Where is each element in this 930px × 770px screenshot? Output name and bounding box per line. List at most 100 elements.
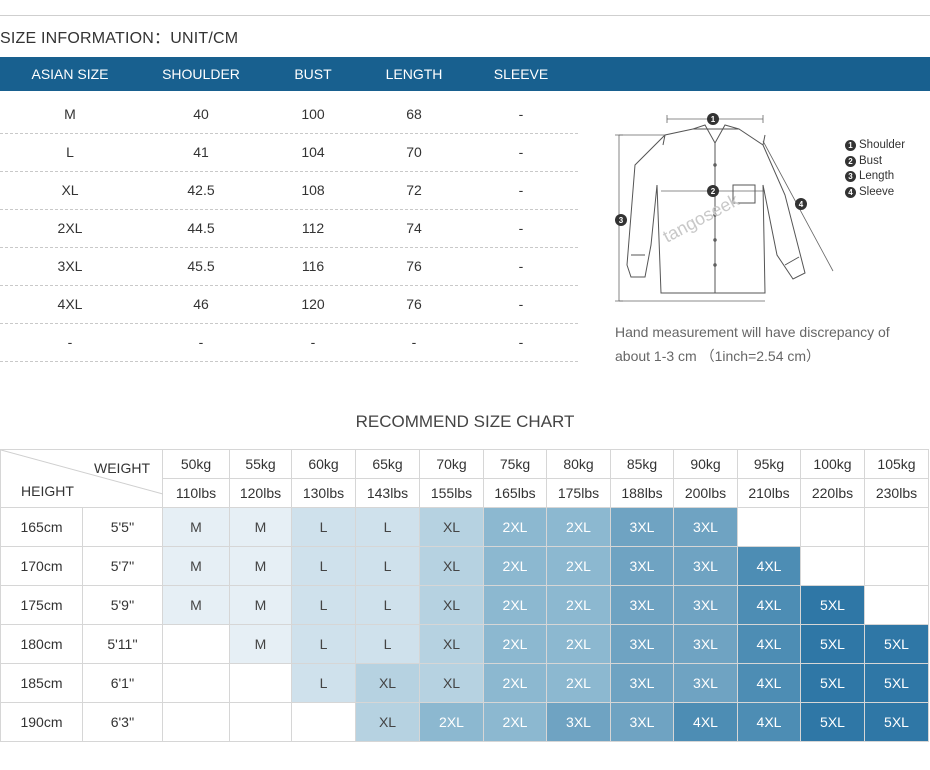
size-cell: L <box>291 585 356 625</box>
size-cell: 3XL <box>610 624 674 664</box>
weight-kg-header: 80kg <box>546 449 611 479</box>
size-cell-length: - <box>411 334 417 350</box>
size-chart-row: 170cm 5'7'' M M L L XL 2XL 2XL 3XL 3XL 4XL <box>0 546 929 586</box>
height-ft: 5'7'' <box>82 546 163 586</box>
size-cell: 5XL <box>800 585 865 625</box>
size-cell-bust: 120 <box>301 296 325 312</box>
size-cell-size: 4XL <box>57 296 83 312</box>
recommend-size-table: WEIGHT HEIGHT 50kg 55kg 60kg 65kg 70kg 75kg 80kg… <box>0 449 929 742</box>
size-cell: 4XL <box>737 546 801 586</box>
size-cell: 5XL <box>864 663 929 703</box>
size-info-title: SIZE INFORMATION：UNIT/CM <box>0 30 239 47</box>
size-cell <box>864 546 929 586</box>
size-cell: XL <box>419 546 484 586</box>
height-ft: 6'1'' <box>82 663 163 703</box>
size-cell-shoulder: - <box>198 334 204 350</box>
weight-lbs-header: 143lbs <box>355 478 420 508</box>
size-cell: 2XL <box>546 507 611 547</box>
size-cell-bust: 116 <box>301 258 325 274</box>
size-row: M 40 100 68 - <box>0 95 578 134</box>
size-cell: 5XL <box>864 702 929 742</box>
size-cell-sleeve: - <box>518 258 524 274</box>
size-cell-length: 68 <box>406 106 422 122</box>
size-cell: 3XL <box>673 507 738 547</box>
header-asian-size: ASIAN SIZE <box>31 66 109 82</box>
size-cell: 4XL <box>737 702 801 742</box>
size-cell-size: 2XL <box>57 220 83 236</box>
size-cell: 5XL <box>800 702 865 742</box>
legend-num-1: 1 <box>845 140 856 152</box>
legend-num-2: 2 <box>845 155 856 167</box>
size-cell: 3XL <box>610 702 674 742</box>
size-cell: 4XL <box>737 585 801 625</box>
size-row: 4XL 46 120 76 - <box>0 285 578 324</box>
size-cell: 3XL <box>610 585 674 625</box>
size-cell-length: 70 <box>406 144 422 160</box>
size-cell: XL <box>419 585 484 625</box>
size-cell-shoulder: 45.5 <box>187 258 215 274</box>
top-divider <box>0 15 930 16</box>
header-length: LENGTH <box>385 66 443 82</box>
weight-lbs-header: 130lbs <box>291 478 356 508</box>
size-cell-shoulder: 41 <box>193 144 209 160</box>
weight-lbs-header: 210lbs <box>737 478 801 508</box>
legend-shoulder: Shoulder <box>859 139 906 151</box>
header-shoulder: SHOULDER <box>162 66 240 82</box>
size-cell-length: 76 <box>406 296 422 312</box>
header-sleeve: SLEEVE <box>493 66 549 82</box>
size-row: 3XL 45.5 116 76 - <box>0 247 578 286</box>
weight-label: WEIGHT <box>94 460 150 476</box>
marker-1: 1 <box>711 115 716 124</box>
size-cell <box>864 507 929 547</box>
weight-kg-header: 100kg <box>800 449 865 479</box>
height-cm: 185cm <box>0 663 83 703</box>
size-cell-size: M <box>64 106 76 122</box>
size-cell: M <box>229 624 292 664</box>
height-cm: 180cm <box>0 624 83 664</box>
height-label: HEIGHT <box>21 483 74 499</box>
size-cell-bust: 104 <box>301 144 325 160</box>
size-cell: 2XL <box>483 546 547 586</box>
size-cell: 4XL <box>673 702 738 742</box>
size-cell-size: XL <box>61 182 79 198</box>
size-cell: 5XL <box>864 624 929 664</box>
measurement-note: Hand measurement will have discrepancy o… <box>615 324 890 364</box>
weight-kg-header: 95kg <box>737 449 801 479</box>
size-cell: 3XL <box>673 585 738 625</box>
size-cell-sleeve: - <box>518 106 524 122</box>
size-cell: L <box>291 507 356 547</box>
shirt-diagram: tangoseek 1 2 3 4 <box>615 113 834 302</box>
size-cell: 5XL <box>800 624 865 664</box>
height-cm: 170cm <box>0 546 83 586</box>
size-row: ----- <box>0 323 578 362</box>
weight-kg-header: 75kg <box>483 449 547 479</box>
size-cell: 2XL <box>483 663 547 703</box>
size-cell: L <box>355 624 420 664</box>
weight-kg-header: 50kg <box>162 449 230 479</box>
size-cell: XL <box>355 702 420 742</box>
weight-lbs-header: 110lbs <box>162 478 230 508</box>
legend-num-3: 3 <box>845 171 856 183</box>
weight-lbs-header: 165lbs <box>483 478 547 508</box>
marker-2: 2 <box>711 187 716 196</box>
weight-lbs-header: 175lbs <box>546 478 611 508</box>
size-chart-row: 180cm 5'11'' M L L XL 2XL 2XL 3XL 3XL 4XL 5XL 5XL <box>0 624 929 664</box>
marker-3: 3 <box>619 216 624 225</box>
height-cm: 190cm <box>0 702 83 742</box>
size-cell: 2XL <box>483 702 547 742</box>
weight-lbs-header: 220lbs <box>800 478 865 508</box>
size-cell-shoulder: 40 <box>193 106 209 122</box>
size-cell: M <box>162 507 230 547</box>
size-cell-sleeve: - <box>518 182 524 198</box>
weight-kg-header: 65kg <box>355 449 420 479</box>
size-cell: 2XL <box>483 624 547 664</box>
size-cell: L <box>355 507 420 547</box>
size-cell <box>162 663 230 703</box>
size-cell: XL <box>419 507 484 547</box>
size-cell <box>864 585 929 625</box>
size-cell <box>291 702 356 742</box>
weight-kg-header: 105kg <box>864 449 929 479</box>
size-table-header-bar <box>0 57 930 91</box>
size-cell: 3XL <box>610 663 674 703</box>
size-cell: 2XL <box>483 585 547 625</box>
